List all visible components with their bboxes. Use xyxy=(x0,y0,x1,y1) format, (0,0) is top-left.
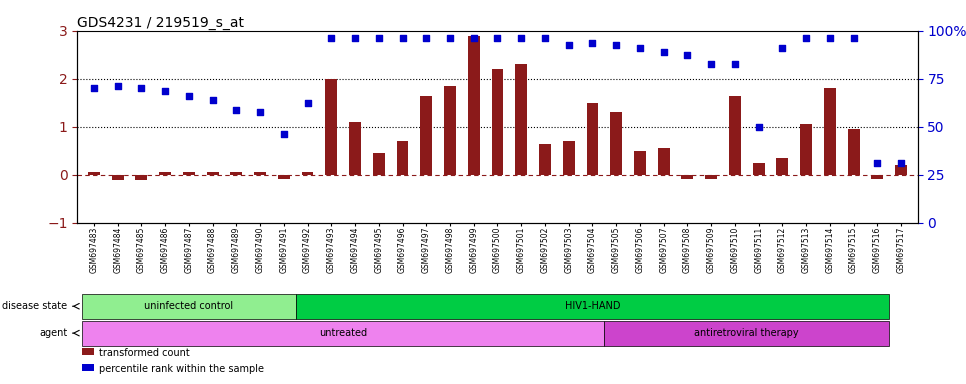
Text: percentile rank within the sample: percentile rank within the sample xyxy=(99,364,265,374)
Point xyxy=(276,131,292,137)
Point xyxy=(252,109,268,115)
Point xyxy=(537,35,553,41)
Bar xyxy=(658,148,669,175)
Text: agent: agent xyxy=(40,328,68,338)
Point xyxy=(157,88,173,94)
Bar xyxy=(373,153,384,175)
Bar xyxy=(634,151,646,175)
Point xyxy=(86,85,101,91)
Bar xyxy=(824,88,836,175)
Text: uninfected control: uninfected control xyxy=(144,301,234,311)
Point xyxy=(466,35,481,41)
Point xyxy=(656,49,671,55)
Bar xyxy=(895,165,907,175)
Bar xyxy=(231,172,242,175)
Bar xyxy=(183,172,195,175)
Point xyxy=(348,35,363,41)
Point xyxy=(703,61,719,68)
Point xyxy=(514,35,529,41)
Point xyxy=(395,35,411,41)
Point xyxy=(182,93,197,99)
Bar xyxy=(515,65,527,175)
Point xyxy=(324,35,339,41)
Bar xyxy=(112,175,124,180)
Text: transformed count: transformed count xyxy=(99,348,190,358)
Point xyxy=(798,35,813,41)
Point xyxy=(846,35,862,41)
Text: antiretroviral therapy: antiretroviral therapy xyxy=(695,328,799,338)
Bar xyxy=(681,175,694,179)
Point xyxy=(680,52,696,58)
Bar xyxy=(159,172,171,175)
Bar xyxy=(397,141,409,175)
Point xyxy=(632,45,647,51)
Text: untreated: untreated xyxy=(319,328,367,338)
Point xyxy=(442,35,458,41)
Bar xyxy=(611,112,622,175)
Bar xyxy=(207,172,218,175)
Bar xyxy=(88,172,99,175)
Bar xyxy=(586,103,598,175)
Point xyxy=(584,40,600,46)
Bar xyxy=(135,175,147,180)
Point xyxy=(418,35,434,41)
Bar xyxy=(492,69,503,175)
Bar xyxy=(539,144,551,175)
Point xyxy=(775,45,790,51)
Point xyxy=(822,35,838,41)
Bar xyxy=(349,122,361,175)
Text: HIV1-HAND: HIV1-HAND xyxy=(565,301,620,311)
Bar xyxy=(301,172,314,175)
Bar xyxy=(800,124,812,175)
Bar xyxy=(777,158,788,175)
Bar xyxy=(563,141,575,175)
Point xyxy=(490,35,505,41)
Bar xyxy=(326,79,337,175)
Bar xyxy=(420,96,432,175)
Text: disease state: disease state xyxy=(3,301,68,311)
Point xyxy=(609,42,624,48)
Bar xyxy=(753,163,764,175)
Text: GDS4231 / 219519_s_at: GDS4231 / 219519_s_at xyxy=(77,16,244,30)
Point xyxy=(371,35,386,41)
Bar xyxy=(847,129,860,175)
Point xyxy=(727,61,743,68)
Bar xyxy=(729,96,741,175)
Point xyxy=(205,97,220,103)
Point xyxy=(751,124,766,130)
Point xyxy=(133,85,149,91)
Bar xyxy=(444,86,456,175)
Bar xyxy=(705,175,717,179)
Bar xyxy=(254,172,266,175)
Point xyxy=(110,83,126,89)
Bar xyxy=(278,175,290,179)
Bar xyxy=(468,36,480,175)
Point xyxy=(229,107,244,113)
Bar xyxy=(871,175,883,179)
Point xyxy=(869,160,885,166)
Point xyxy=(561,42,577,48)
Point xyxy=(299,100,315,106)
Point xyxy=(894,160,909,166)
